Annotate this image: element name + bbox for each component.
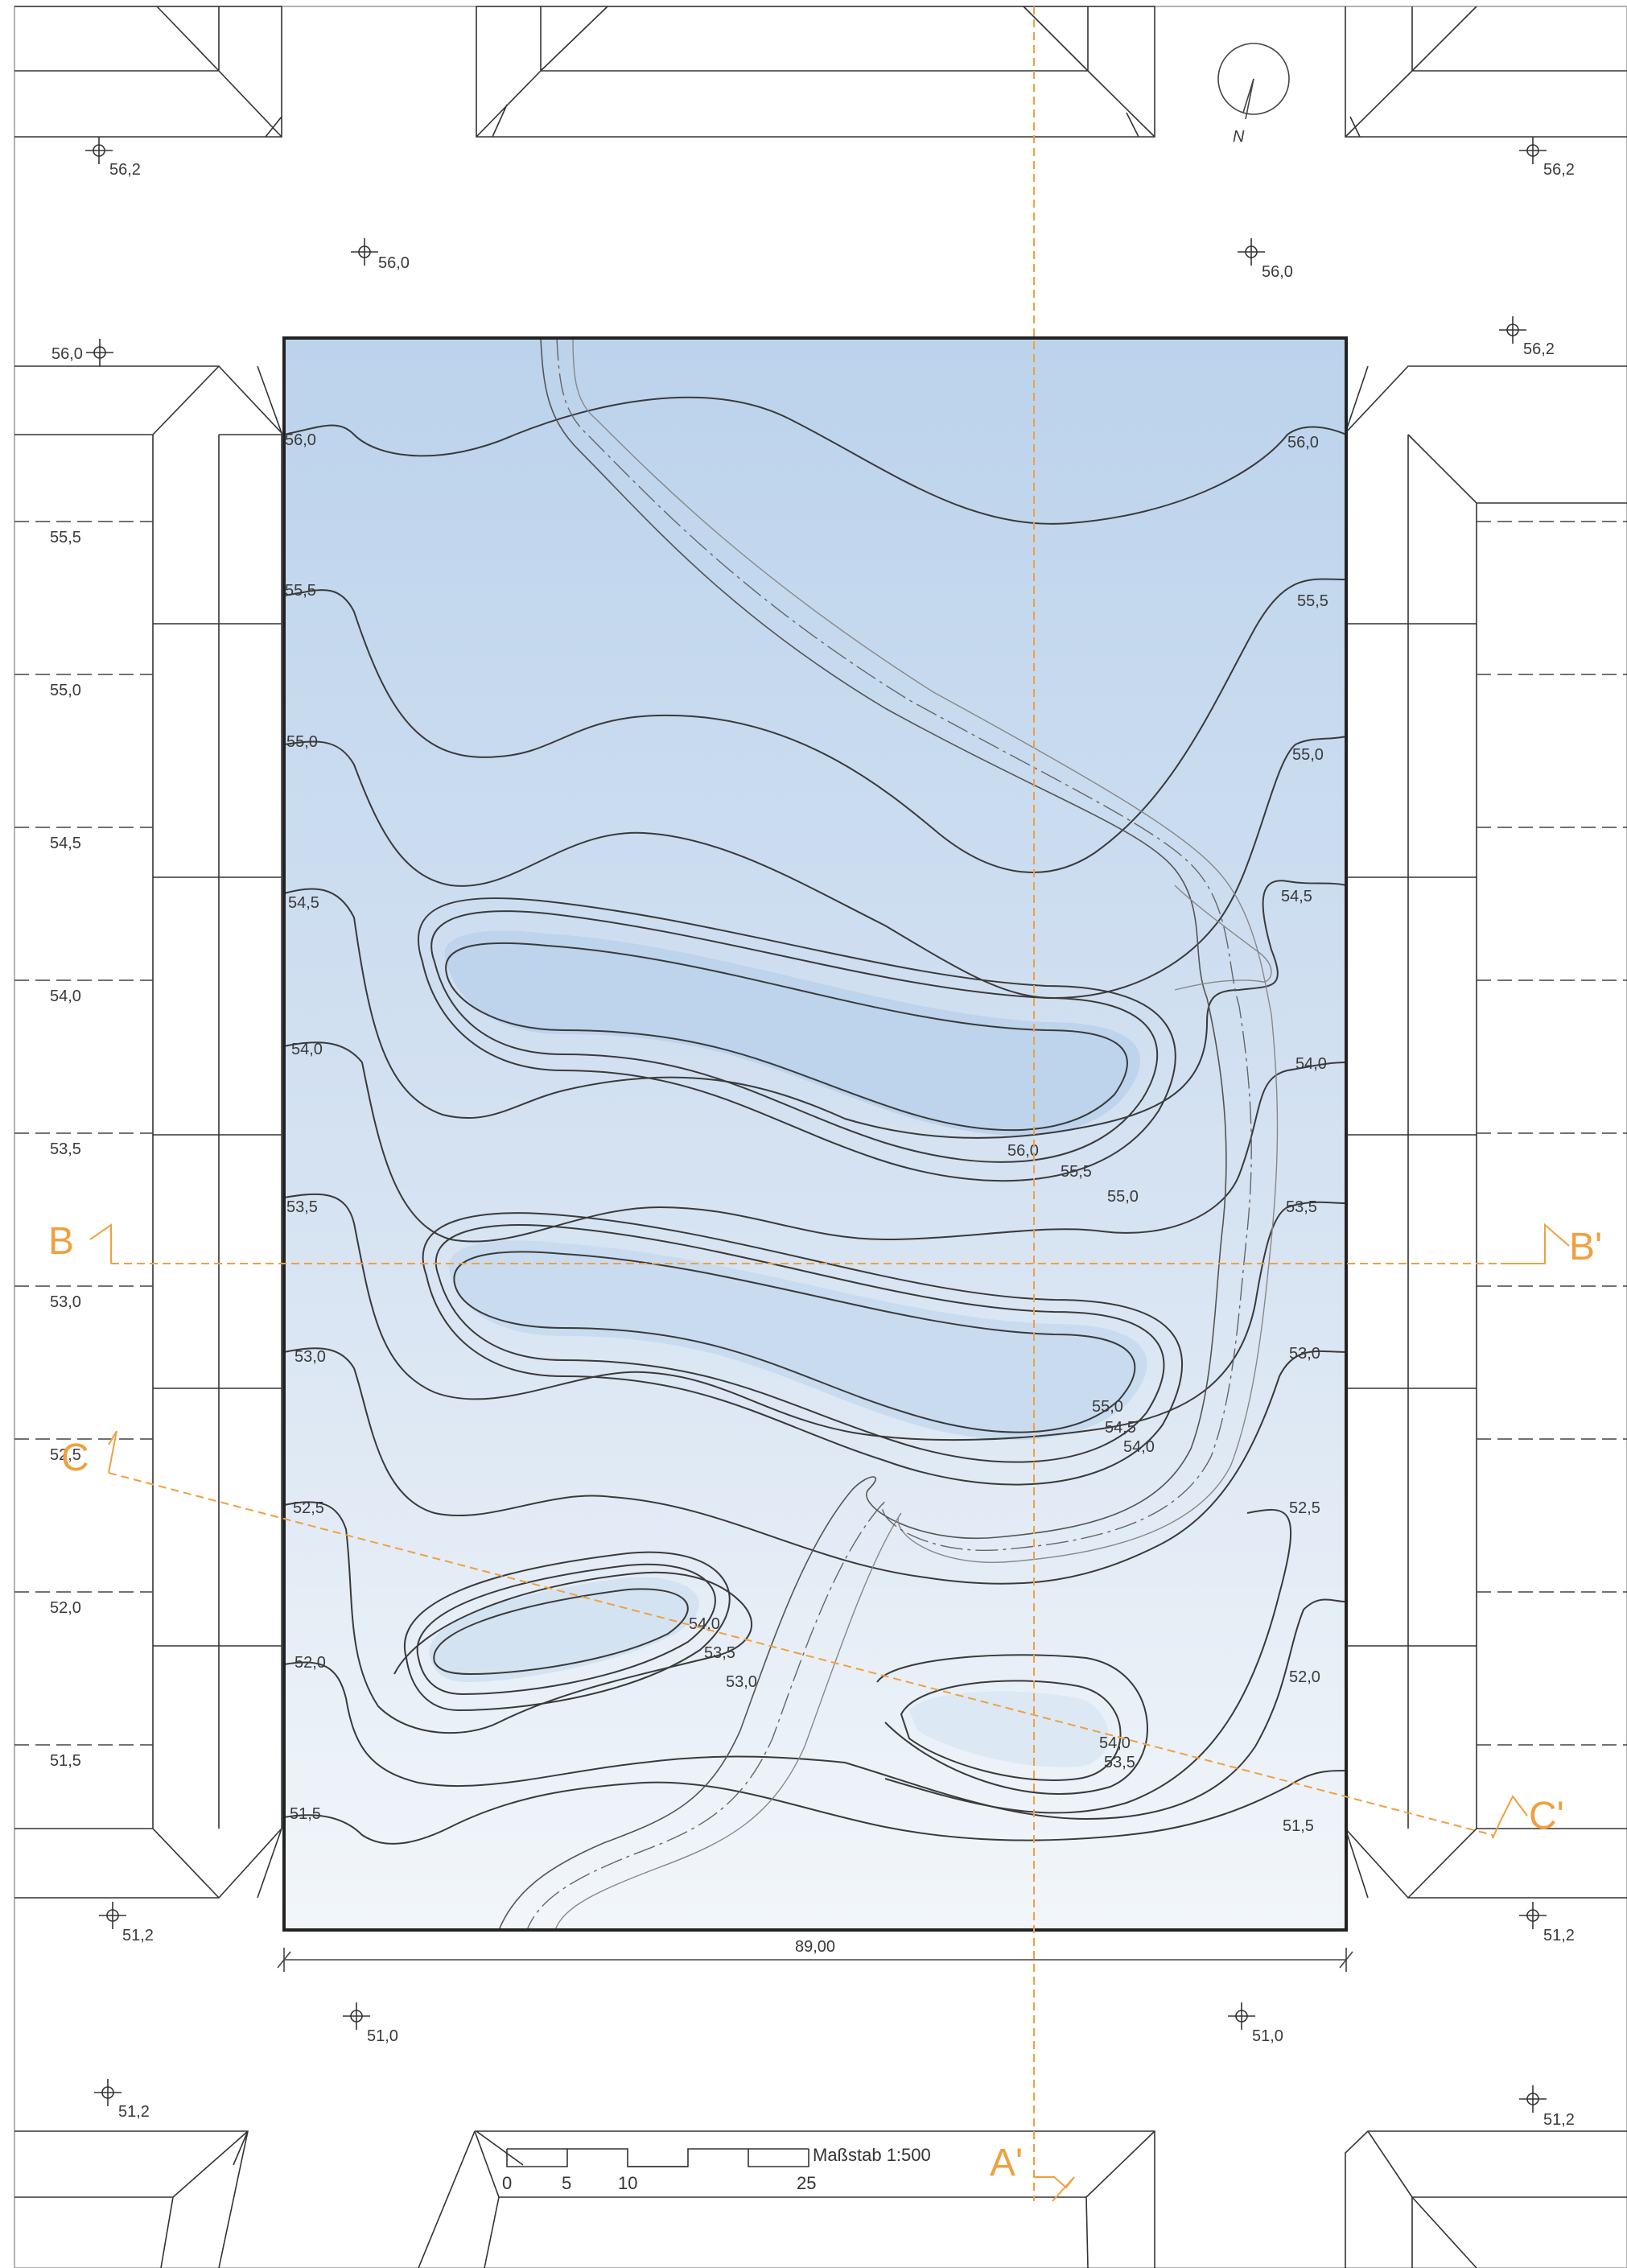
contour-label: 51,5: [1283, 1817, 1314, 1835]
north-arrow-icon: N: [1217, 43, 1290, 146]
level-label: 52,5: [50, 1446, 81, 1464]
svg-text:51,0: 51,0: [367, 2027, 398, 2045]
contour-label: 52,5: [293, 1499, 324, 1517]
level-label: 51,5: [50, 1752, 81, 1770]
spot-height-marker: 51,0: [1228, 2002, 1283, 2045]
level-label: 53,5: [50, 1140, 81, 1158]
level-lines: [14, 521, 1627, 1746]
contour-label: 54,5: [1281, 888, 1312, 905]
section-label-c-end: C': [1529, 1795, 1564, 1837]
level-label: 53,0: [50, 1293, 81, 1311]
contour-label: 53,5: [704, 1644, 735, 1662]
svg-text:51,2: 51,2: [118, 2103, 150, 2121]
contour-label: 53,0: [726, 1673, 757, 1691]
section-label-b-start: B: [48, 1220, 74, 1263]
section-lines: A' B B' C C': [48, 6, 1602, 2202]
level-label: 54,5: [50, 835, 81, 852]
contour-label: 54,5: [1105, 1419, 1136, 1437]
contour-label: 54,0: [1295, 1055, 1327, 1073]
footpath: [498, 337, 1279, 1931]
scale-tick: 25: [797, 2173, 816, 2193]
contour-label: 52,0: [1289, 1668, 1320, 1686]
contour-label: 54,0: [689, 1615, 720, 1633]
level-label: 52,0: [50, 1599, 81, 1617]
spot-height-marker: 56,0: [51, 339, 113, 366]
svg-text:56,2: 56,2: [109, 161, 141, 179]
scale-tick: 5: [562, 2173, 571, 2193]
contour-label: 53,5: [286, 1198, 318, 1216]
level-label: 54,0: [50, 988, 81, 1005]
contour-label: 53,5: [1286, 1198, 1317, 1216]
spot-height-marker: 51,0: [343, 2002, 398, 2045]
contour-lines: [283, 396, 1347, 1845]
left-level-labels: 55,5 55,0 54,5 54,0 53,5 53,0 52,5 52,0 …: [50, 529, 81, 1770]
contour-label: 54,0: [1099, 1734, 1131, 1752]
svg-text:51,2: 51,2: [1543, 2111, 1575, 2129]
spot-height-marker: 51,2: [1519, 2085, 1575, 2129]
spot-height-marker: 51,2: [99, 1902, 154, 1944]
contour-label: 52,0: [295, 1654, 326, 1672]
svg-text:56,0: 56,0: [1262, 263, 1293, 281]
dimension-line: 89,00: [277, 1938, 1353, 1972]
svg-text:56,2: 56,2: [1523, 340, 1555, 358]
spot-heights: 56,2 56,0 56,0 56,2 56,2 56,0 51,2 51,2 …: [51, 137, 1575, 2129]
contour-label: 53,0: [1289, 1345, 1320, 1363]
level-label: 55,5: [50, 529, 81, 546]
surrounding-buildings: [14, 6, 1627, 2268]
svg-text:51,0: 51,0: [1252, 2027, 1283, 2045]
svg-text:51,2: 51,2: [1543, 1927, 1575, 1944]
contour-label: 54,0: [1123, 1438, 1155, 1456]
contour-labels: 56,0 55,5 55,0 54,5 54,0 53,5 53,0 52,5 …: [285, 431, 1328, 1835]
contour-label: 53,0: [295, 1348, 326, 1366]
svg-text:51,2: 51,2: [122, 1927, 154, 1944]
spot-height-marker: 56,2: [85, 137, 141, 179]
spot-height-marker: 56,0: [1238, 238, 1293, 281]
contour-label: 56,0: [1287, 434, 1319, 452]
contour-label: 56,0: [285, 431, 316, 449]
scale-label: Maßstab 1:500: [813, 2145, 931, 2165]
spot-height-marker: 56,0: [351, 238, 410, 272]
scale-bar: 0 5 10 25 Maßstab 1:500: [502, 2145, 931, 2193]
contour-label: 55,5: [1061, 1163, 1092, 1181]
north-label: N: [1233, 128, 1245, 146]
level-label: 55,0: [50, 682, 81, 699]
contour-label: 56,0: [1007, 1142, 1039, 1160]
scale-tick: 0: [502, 2173, 512, 2193]
contour-label: 55,0: [286, 733, 318, 751]
contour-label: 55,5: [1297, 592, 1328, 610]
svg-text:56,0: 56,0: [378, 254, 410, 272]
section-label-b-end: B': [1569, 1226, 1602, 1268]
svg-text:56,0: 56,0: [51, 345, 83, 363]
contour-label: 54,0: [291, 1041, 323, 1058]
contour-label: 55,5: [285, 582, 316, 600]
contour-label: 55,0: [1107, 1188, 1139, 1206]
spot-height-marker: 56,2: [1519, 137, 1575, 179]
spot-height-marker: 56,2: [1499, 316, 1555, 358]
contour-label: 55,0: [1092, 1398, 1123, 1416]
field-border: [282, 336, 1348, 1932]
hollow-fills: [429, 930, 1147, 1767]
contour-label: 51,5: [290, 1805, 321, 1823]
dimension-label: 89,00: [795, 1938, 835, 1956]
contour-label: 53,5: [1104, 1754, 1135, 1771]
contour-label: 52,5: [1289, 1499, 1320, 1517]
spot-height-marker: 51,2: [1519, 1902, 1575, 1944]
contour-label: 55,0: [1292, 746, 1324, 764]
scale-tick: 10: [618, 2173, 637, 2193]
contour-label: 54,5: [288, 894, 319, 912]
svg-text:56,2: 56,2: [1543, 161, 1575, 179]
section-label-a-end: A': [990, 2142, 1023, 2184]
section-label-c-start: C: [61, 1437, 89, 1479]
spot-height-marker: 51,2: [94, 2079, 150, 2121]
